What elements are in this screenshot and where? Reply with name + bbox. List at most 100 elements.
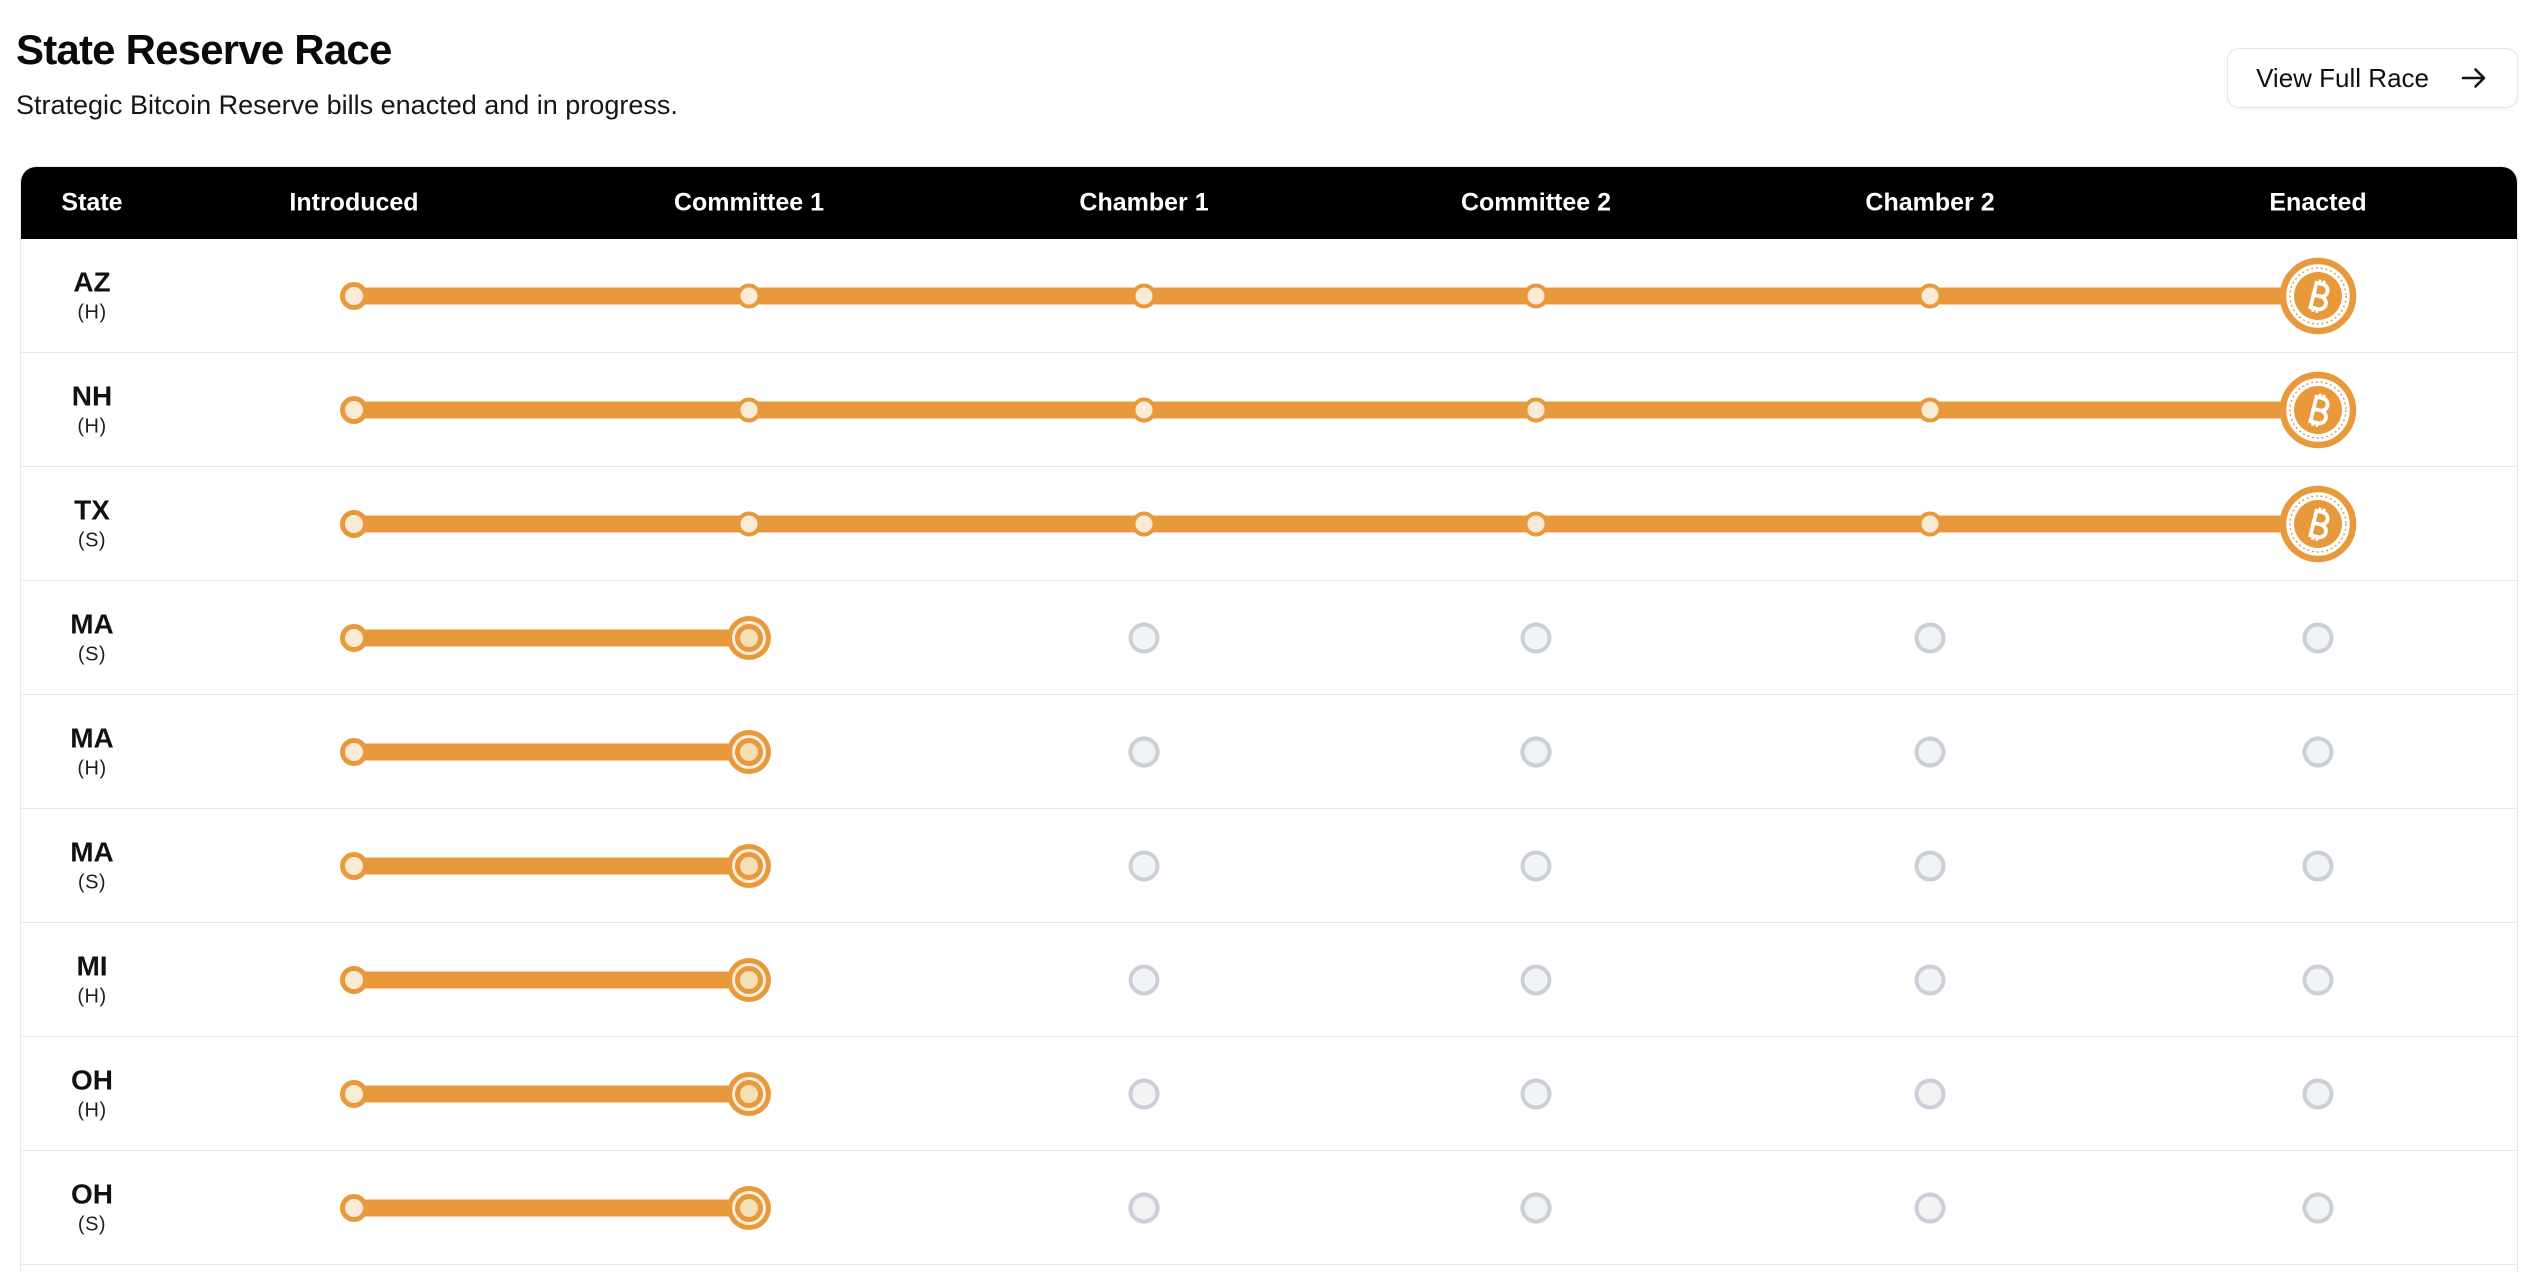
state-chamber: (S) bbox=[77, 871, 107, 893]
stage-stop-chamber2 bbox=[1914, 1192, 1946, 1223]
progress-line bbox=[354, 857, 749, 874]
table-row-oh-committee1: OH (H) bbox=[21, 1037, 2517, 1151]
table-row-ma-committee1: MA (S) bbox=[21, 809, 2517, 923]
stage-stop-chamber1 bbox=[1131, 397, 1157, 422]
stage-stop-enacted bbox=[2302, 850, 2334, 881]
stage-stop-enacted bbox=[2302, 1192, 2334, 1223]
stage-stop-committee2 bbox=[1523, 397, 1549, 422]
stage-stop-chamber2 bbox=[1914, 1078, 1946, 1109]
stage-stop-chamber1 bbox=[1131, 283, 1157, 308]
stage-stop-chamber1 bbox=[1128, 850, 1160, 881]
stage-stop-enacted bbox=[2279, 257, 2357, 335]
stage-stop-introduced bbox=[340, 623, 368, 652]
state-cell: MA (S) bbox=[70, 607, 114, 668]
stage-stop-committee2 bbox=[1520, 622, 1552, 653]
state-chamber: (H) bbox=[77, 415, 107, 437]
bitcoin-icon bbox=[2279, 257, 2357, 334]
progress-line bbox=[354, 1085, 749, 1102]
table-row-tx-enacted: TX (S) bbox=[21, 467, 2517, 581]
table-row-ma-committee1: MA (S) bbox=[21, 581, 2517, 695]
stage-stop-committee2 bbox=[1520, 850, 1552, 881]
table-row-oh-committee1: OH (S) bbox=[21, 1151, 2517, 1265]
table-row-mi-committee1: MI (H) bbox=[21, 923, 2517, 1037]
progress-line bbox=[354, 401, 2318, 418]
state-chamber: (H) bbox=[77, 301, 107, 323]
column-header-enacted: Enacted bbox=[2269, 188, 2367, 217]
stage-stop-committee1 bbox=[736, 397, 762, 422]
state-cell: MA (H) bbox=[70, 721, 114, 782]
stage-stop-introduced bbox=[340, 965, 368, 994]
column-header-introduced: Introduced bbox=[289, 188, 419, 217]
column-header-committee-2: Committee 2 bbox=[1460, 188, 1612, 217]
arrow-right-icon bbox=[2459, 65, 2489, 91]
page-title: State Reserve Race bbox=[16, 26, 392, 73]
stage-stop-introduced bbox=[340, 737, 368, 766]
state-chamber: (S) bbox=[77, 1213, 107, 1235]
stage-stop-chamber2 bbox=[1914, 850, 1946, 881]
stage-stop-enacted bbox=[2302, 1078, 2334, 1109]
state-chamber: (H) bbox=[77, 757, 107, 779]
stage-stop-chamber1 bbox=[1128, 1078, 1160, 1109]
stage-stop-introduced bbox=[340, 395, 368, 424]
stage-stop-enacted bbox=[2302, 622, 2334, 653]
state-code: TX bbox=[74, 494, 110, 525]
stage-stop-committee1 bbox=[735, 1193, 763, 1222]
stage-stop-enacted bbox=[2302, 964, 2334, 995]
progress-line bbox=[354, 629, 749, 646]
stage-stop-enacted bbox=[2302, 736, 2334, 767]
stage-stop-introduced bbox=[340, 281, 368, 310]
stage-stop-enacted bbox=[2279, 371, 2357, 449]
column-header-state: State bbox=[61, 188, 123, 217]
stage-stop-chamber2 bbox=[1917, 511, 1943, 536]
table-row-ma-committee1: MA (H) bbox=[21, 695, 2517, 809]
stage-stop-committee2 bbox=[1520, 1192, 1552, 1223]
state-cell: NH (H) bbox=[72, 379, 112, 440]
stage-stop-chamber1 bbox=[1128, 622, 1160, 653]
progress-line bbox=[354, 515, 2318, 532]
stage-stop-chamber2 bbox=[1917, 397, 1943, 422]
state-cell: OH (S) bbox=[71, 1177, 113, 1238]
stage-stop-committee1 bbox=[735, 851, 763, 880]
stage-stop-introduced bbox=[340, 851, 368, 880]
stage-stop-committee2 bbox=[1520, 964, 1552, 995]
stage-stop-committee1 bbox=[736, 283, 762, 308]
state-reserve-race-table: State Introduced Committee 1 Chamber 1 Commi… bbox=[20, 166, 2518, 1272]
progress-line bbox=[354, 743, 749, 760]
stage-stop-committee2 bbox=[1523, 283, 1549, 308]
view-full-race-button[interactable]: View Full Race bbox=[2227, 48, 2518, 108]
state-code: MA bbox=[70, 608, 114, 639]
stage-stop-committee1 bbox=[735, 1079, 763, 1108]
stage-stop-committee1 bbox=[736, 511, 762, 536]
stage-stop-committee1 bbox=[735, 965, 763, 994]
state-chamber: (S) bbox=[77, 529, 107, 551]
column-header-committee-1: Committee 1 bbox=[673, 188, 825, 217]
bitcoin-icon bbox=[2279, 485, 2357, 562]
stage-stop-chamber2 bbox=[1914, 736, 1946, 767]
table-row-nh-enacted: NH (H) bbox=[21, 353, 2517, 467]
stage-stop-chamber2 bbox=[1917, 283, 1943, 308]
stage-stop-introduced bbox=[340, 1079, 368, 1108]
table-row-az-enacted: AZ (H) bbox=[21, 239, 2517, 353]
stage-stop-chamber1 bbox=[1128, 964, 1160, 995]
stage-stop-chamber1 bbox=[1128, 736, 1160, 767]
state-cell: MA (S) bbox=[70, 835, 114, 896]
stage-stop-introduced bbox=[340, 509, 368, 538]
stage-stop-committee2 bbox=[1520, 1078, 1552, 1109]
stage-stop-committee2 bbox=[1523, 511, 1549, 536]
progress-line bbox=[354, 971, 749, 988]
state-code: NH bbox=[71, 380, 113, 411]
table-header-row: State Introduced Committee 1 Chamber 1 Commi… bbox=[21, 167, 2517, 239]
page-subtitle: Strategic Bitcoin Reserve bills enacted … bbox=[16, 90, 678, 120]
state-chamber: (H) bbox=[77, 985, 107, 1007]
stage-stop-committee1 bbox=[735, 737, 763, 766]
state-chamber: (H) bbox=[77, 1099, 107, 1121]
state-chamber: (S) bbox=[77, 643, 107, 665]
state-code: OH bbox=[71, 1064, 113, 1095]
state-code: MI bbox=[76, 950, 108, 981]
table-body: AZ (H) NH (H) TX (S) MA (S) MA (H) MA (S) MI (H) OH… bbox=[21, 239, 2517, 1265]
stage-stop-chamber2 bbox=[1914, 622, 1946, 653]
progress-line bbox=[354, 287, 2318, 304]
stage-stop-committee2 bbox=[1520, 736, 1552, 767]
column-header-chamber-1: Chamber 1 bbox=[1079, 188, 1209, 217]
stage-stop-introduced bbox=[340, 1193, 368, 1222]
